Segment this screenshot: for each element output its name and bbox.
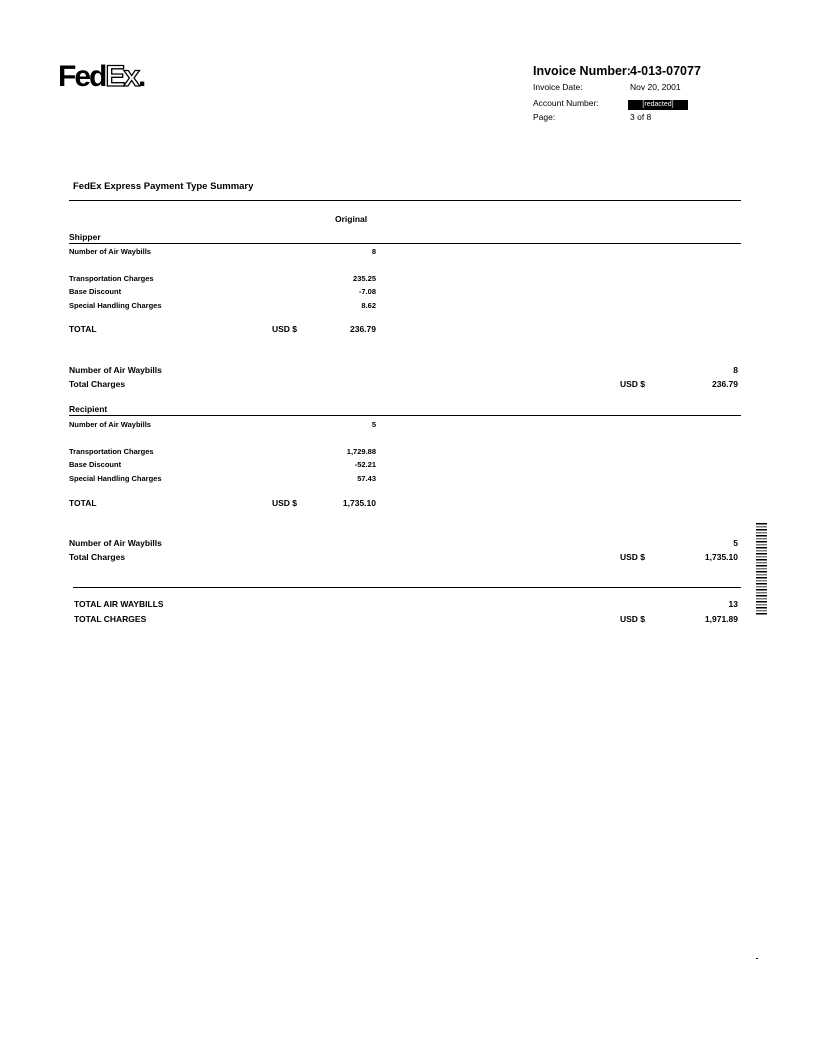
row-value: 235.25 bbox=[353, 274, 376, 283]
row-value: -52.21 bbox=[354, 460, 376, 469]
total-label: TOTAL bbox=[69, 498, 97, 508]
total-waybills-label: TOTAL AIR WAYBILLS bbox=[74, 599, 164, 609]
total-charges-label: TOTAL CHARGES bbox=[74, 614, 147, 624]
invoice-date-label: Invoice Date: bbox=[533, 82, 583, 92]
column-header-original: Original bbox=[335, 214, 368, 224]
total-currency: USD $ bbox=[620, 614, 646, 624]
logo-fed: Fed bbox=[58, 60, 107, 93]
waybills-value: 5 bbox=[371, 420, 376, 429]
row-label: Transportation Charges bbox=[69, 274, 154, 283]
row-value: 1,729.88 bbox=[346, 447, 376, 456]
summary-waybills-label: Number of Air Waybills bbox=[69, 538, 162, 548]
section-title-shipper: Shipper bbox=[69, 232, 101, 242]
page-label: Page: bbox=[533, 112, 556, 122]
currency: USD $ bbox=[272, 498, 298, 508]
row-value: 57.43 bbox=[357, 474, 376, 483]
divider bbox=[69, 415, 741, 416]
row-label: Base Discount bbox=[69, 460, 122, 469]
row-label: Special Handling Charges bbox=[69, 474, 162, 483]
summary-currency: USD $ bbox=[620, 379, 646, 389]
total-value: 236.79 bbox=[350, 324, 376, 334]
summary-charges-value: 236.79 bbox=[712, 379, 738, 389]
logo-ex: Ex bbox=[105, 59, 141, 93]
page-number: 3 of 8 bbox=[630, 112, 652, 122]
row-label: Special Handling Charges bbox=[69, 301, 162, 310]
row-label: Base Discount bbox=[69, 287, 122, 296]
fedex-logo: FedEx. bbox=[58, 59, 147, 94]
summary-charges-label: Total Charges bbox=[69, 379, 126, 389]
page-title: FedEx Express Payment Type Summary bbox=[73, 181, 254, 192]
waybills-label: Number of Air Waybills bbox=[69, 247, 151, 256]
divider bbox=[69, 200, 741, 201]
divider bbox=[73, 587, 741, 588]
row-value: -7.08 bbox=[358, 287, 376, 296]
summary-waybills-value: 5 bbox=[733, 538, 738, 548]
row-value: 8.62 bbox=[361, 301, 376, 310]
page-mark bbox=[756, 958, 758, 959]
summary-charges-value: 1,735.10 bbox=[704, 552, 738, 562]
total-value: 1,735.10 bbox=[342, 498, 376, 508]
summary-charges-label: Total Charges bbox=[69, 552, 126, 562]
invoice-date: Nov 20, 2001 bbox=[630, 82, 681, 92]
logo-dot: . bbox=[138, 60, 146, 93]
summary-currency: USD $ bbox=[620, 552, 646, 562]
currency: USD $ bbox=[272, 324, 298, 334]
section-title-recipient: Recipient bbox=[69, 404, 108, 414]
summary-waybills-label: Number of Air Waybills bbox=[69, 365, 162, 375]
barcode bbox=[756, 523, 767, 616]
invoice-number: 4-013-07077 bbox=[630, 64, 701, 78]
total-label: TOTAL bbox=[69, 324, 97, 334]
total-waybills-value: 13 bbox=[728, 599, 738, 609]
invoice-number-label: Invoice Number: bbox=[533, 64, 631, 78]
total-charges-value: 1,971.89 bbox=[704, 614, 738, 624]
divider bbox=[69, 243, 741, 244]
summary-waybills-value: 8 bbox=[733, 365, 738, 375]
waybills-value: 8 bbox=[371, 247, 376, 256]
account-number-redacted: [redacted] bbox=[628, 100, 688, 110]
row-label: Transportation Charges bbox=[69, 447, 154, 456]
waybills-label: Number of Air Waybills bbox=[69, 420, 151, 429]
account-number-label: Account Number: bbox=[533, 98, 599, 108]
